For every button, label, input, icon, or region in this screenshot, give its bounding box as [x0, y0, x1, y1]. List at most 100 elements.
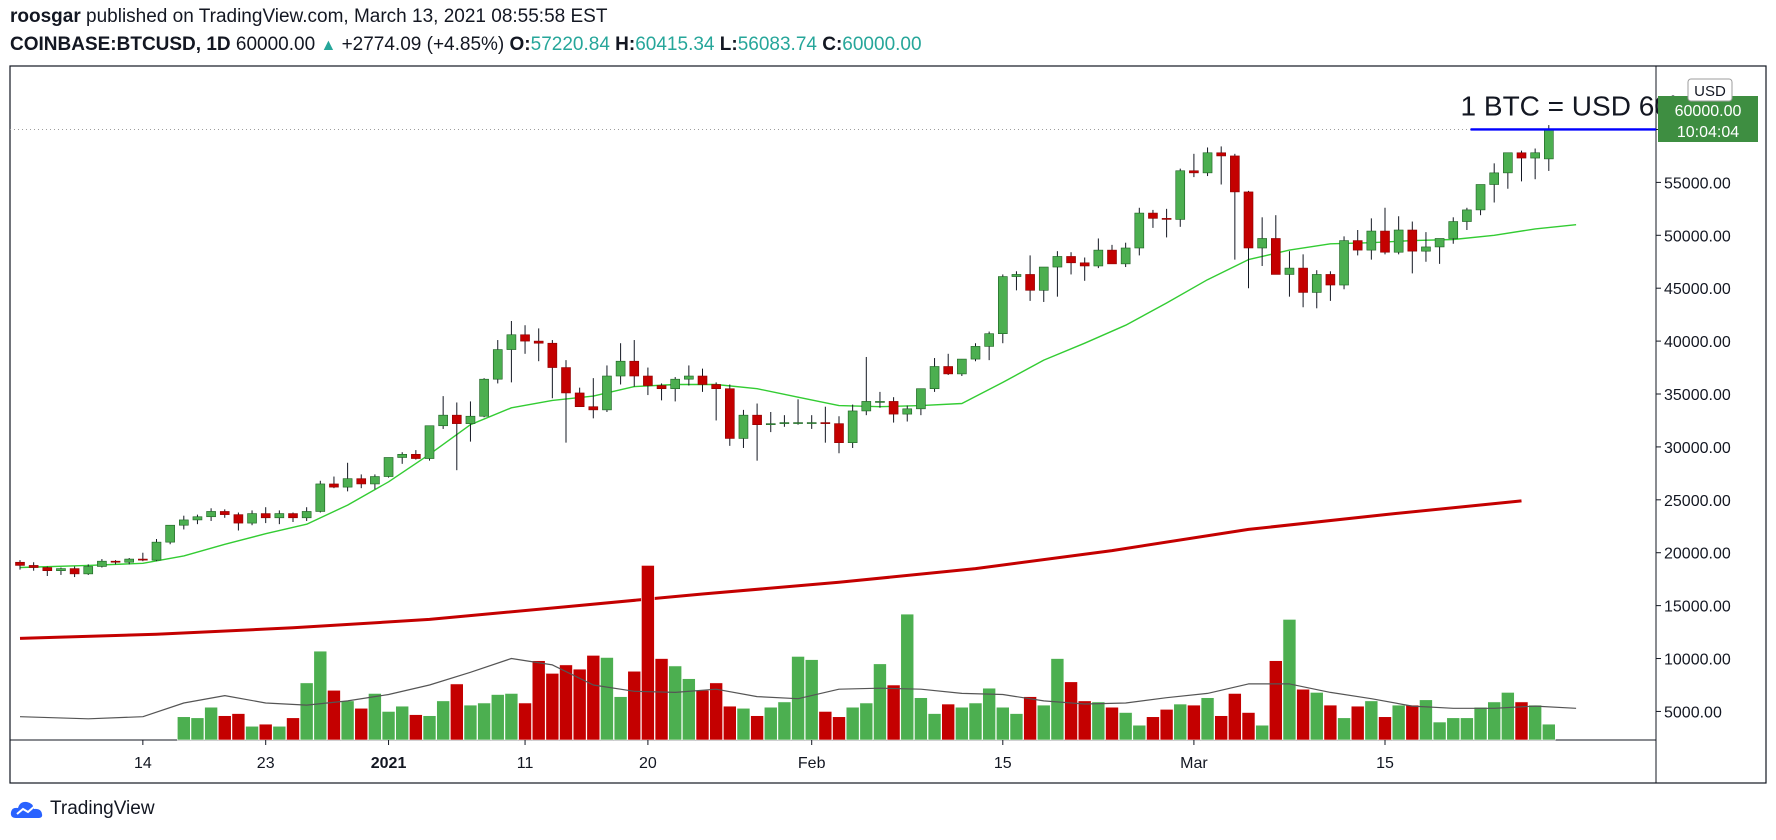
volume-bar	[1187, 704, 1201, 741]
y-tick-label: 55000.00	[1664, 175, 1731, 192]
candle	[110, 560, 121, 565]
y-tick-label: 10000.00	[1664, 652, 1731, 669]
candle-body	[1516, 152, 1527, 159]
volume-bar	[368, 693, 382, 741]
candle	[1243, 190, 1254, 289]
volume-bar	[190, 717, 205, 741]
candle	[738, 409, 749, 448]
candle-body	[957, 358, 967, 375]
candle-body	[533, 340, 544, 344]
volume-bar	[927, 713, 942, 741]
open-label: O:	[509, 34, 531, 55]
volume-bar	[1542, 723, 1556, 741]
candle-body	[615, 360, 626, 377]
volume-bar	[286, 717, 300, 741]
candle	[383, 457, 394, 478]
volume-bar	[518, 702, 532, 741]
candle-body	[1038, 266, 1049, 291]
volume-bar	[1091, 701, 1106, 741]
candle	[684, 365, 694, 386]
candle	[1448, 217, 1459, 244]
volume-bar	[1200, 697, 1215, 741]
volume-bar	[873, 663, 887, 741]
candle-body	[1202, 152, 1213, 174]
volume-bar	[1514, 701, 1529, 741]
volume-bar	[490, 694, 505, 741]
candle	[697, 368, 708, 392]
candle	[151, 538, 162, 562]
candle-body	[42, 567, 53, 572]
candle-body	[1298, 267, 1308, 293]
candle-body	[274, 513, 285, 519]
x-tick-label: 23	[257, 755, 275, 772]
candle	[656, 383, 667, 401]
candle	[1462, 207, 1472, 231]
candle-body	[888, 401, 899, 415]
volume-bar	[463, 704, 478, 741]
volume-bar	[1009, 713, 1024, 741]
price-chart[interactable]: 5000.00 10000.00 15000.00 20000.00 25000.00 3…	[0, 0, 1776, 790]
volume-bar	[1446, 717, 1461, 741]
volume-bar	[955, 706, 969, 741]
candle	[1216, 146, 1226, 185]
volume-bar	[818, 711, 833, 741]
candle	[1175, 168, 1186, 227]
y-tick-label: 25000.00	[1664, 493, 1731, 510]
volume-bar	[600, 657, 614, 741]
candle-body	[506, 334, 517, 350]
candle-body	[970, 346, 981, 360]
volume-bar	[1350, 705, 1365, 741]
candle-body	[342, 478, 353, 488]
volume-bar	[586, 655, 601, 741]
candle-body	[301, 511, 312, 519]
candle-body	[15, 561, 25, 566]
time-axis[interactable]: 14 23 2021 11 20 Feb 15 Mar 15	[134, 740, 1394, 772]
candle	[574, 387, 585, 408]
candle	[1393, 216, 1404, 255]
currency-box	[1687, 78, 1733, 102]
candle	[629, 340, 640, 387]
candle	[861, 356, 872, 416]
volume-bar	[900, 613, 915, 741]
candle-body	[820, 422, 831, 424]
candle	[888, 397, 899, 423]
candle-body	[56, 568, 66, 572]
volume-bar	[1214, 715, 1228, 741]
candle	[1407, 221, 1418, 274]
candle-body	[1216, 152, 1226, 157]
candle	[752, 403, 762, 461]
candle-body	[1352, 240, 1363, 251]
candle-body	[1434, 238, 1445, 248]
candle	[533, 328, 544, 362]
y-tick-label: 35000.00	[1664, 387, 1731, 404]
candle-body	[1093, 249, 1104, 267]
candle-body	[1407, 229, 1418, 252]
candle-body	[1189, 170, 1199, 174]
volume-bar	[1487, 701, 1501, 741]
tradingview-logo: TradingView	[10, 798, 155, 820]
countdown-label: 10:04:04	[1677, 124, 1739, 141]
volume-bar	[1159, 709, 1174, 741]
candle-body	[643, 375, 653, 386]
candle-body	[1066, 256, 1076, 264]
volume-bar	[763, 706, 778, 741]
candle	[1025, 255, 1035, 301]
candle-body	[670, 378, 681, 390]
candle-body	[465, 415, 476, 424]
ma-slow-layer	[19, 499, 1522, 640]
volume-bar	[777, 701, 792, 741]
candle-body	[793, 422, 803, 424]
candle-body	[97, 560, 107, 567]
volume-bar	[1460, 717, 1474, 741]
volume-bar	[1077, 700, 1092, 741]
candle	[274, 510, 285, 525]
volume-bar	[354, 707, 369, 741]
candle-body	[1230, 155, 1240, 193]
volume-bar	[968, 702, 983, 741]
candle	[479, 378, 489, 418]
chart-frame	[9, 65, 1767, 784]
volume-bar	[695, 689, 710, 741]
volume-bar	[1241, 712, 1256, 741]
candle-body	[547, 342, 558, 368]
volume-bar	[572, 668, 587, 741]
